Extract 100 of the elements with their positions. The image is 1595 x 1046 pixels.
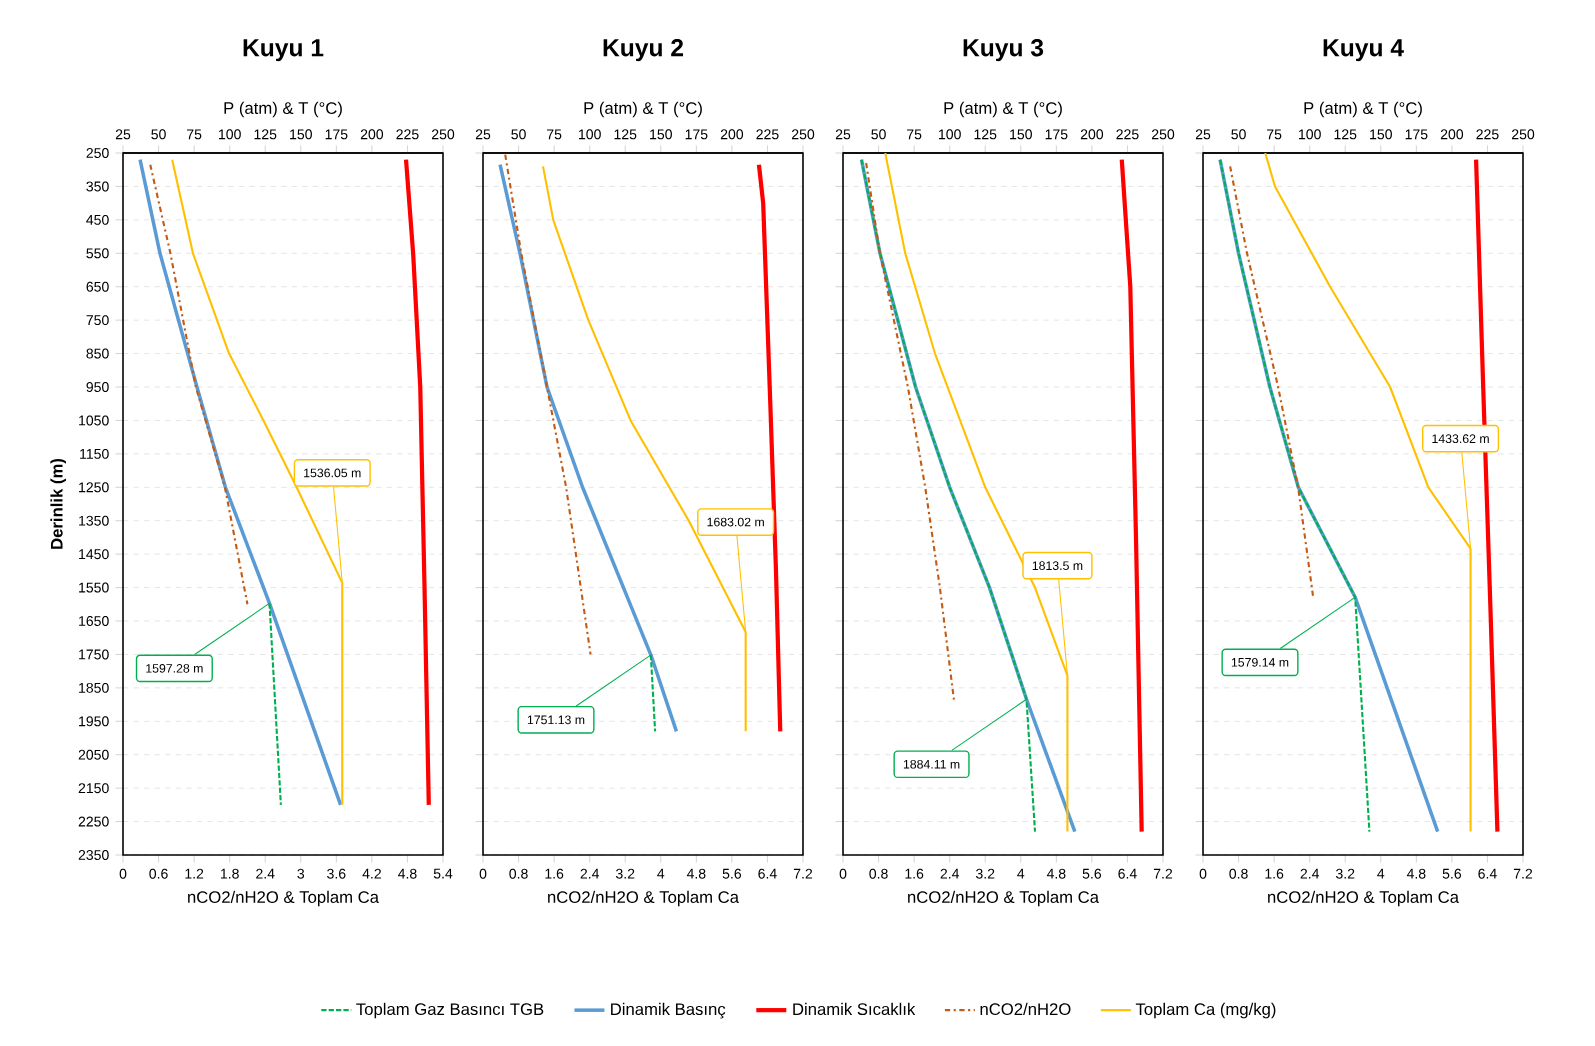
y-tick-label: 250 <box>86 148 109 158</box>
x-tick-label: 7.2 <box>1513 868 1533 879</box>
x2-tick-label: 200 <box>360 129 384 140</box>
x-tick-label: 0.8 <box>1229 868 1248 879</box>
x2-tick-label: 200 <box>1080 129 1104 140</box>
x-tick-label: 4.8 <box>398 868 417 879</box>
y-tick-label: 1250 <box>79 482 109 493</box>
y-tick-label: 1350 <box>79 515 109 526</box>
x2-tick-label: 175 <box>1405 129 1428 140</box>
x2-tick-label: 175 <box>1045 129 1068 140</box>
y-tick-label: 2150 <box>78 783 109 794</box>
x-tick-label: 2.4 <box>940 868 960 879</box>
x-axis-title: nCO2/nH2O & Toplam Ca <box>188 890 380 907</box>
x2-tick-label: 100 <box>939 129 961 140</box>
x-tick-label: 4.8 <box>1406 868 1426 879</box>
x2-tick-label: 50 <box>871 129 886 140</box>
y-tick-label: 1850 <box>79 682 109 693</box>
x2-tick-label: 75 <box>187 129 202 140</box>
legend-label: Dinamik Basınç <box>611 1002 726 1019</box>
x2-tick-label: 175 <box>685 129 708 140</box>
x2-tick-label: 150 <box>1010 129 1032 140</box>
x2-tick-label: 225 <box>1116 129 1139 140</box>
y-tick-label: 850 <box>86 348 109 359</box>
x-axis-title: nCO2/nH2O & Toplam Ca <box>548 890 740 907</box>
y-tick-label: 750 <box>86 315 109 326</box>
x2-tick-label: 225 <box>396 129 419 140</box>
x-tick-label: 4 <box>1017 868 1025 879</box>
x-tick-label: 1.6 <box>905 868 924 879</box>
x-tick-label: 1.6 <box>1265 868 1284 879</box>
x-tick-label: 6.4 <box>1118 868 1137 879</box>
y-tick-label: 550 <box>86 248 109 259</box>
x-tick-label: 5.4 <box>433 868 453 879</box>
x2-tick-label: 100 <box>219 129 241 140</box>
annotation: 1536.05 m <box>304 468 361 478</box>
x2-tick-label: 150 <box>290 129 312 140</box>
x2-tick-label: 250 <box>792 129 815 140</box>
legend-label: Toplam Gaz Basıncı TGB <box>356 1002 544 1019</box>
x2-tick-label: 50 <box>1231 129 1246 140</box>
annotation: 1433.62 m <box>1432 434 1489 444</box>
x2-tick-label: 200 <box>720 129 744 140</box>
x-tick-label: 7.2 <box>793 868 813 879</box>
x2-tick-label: 25 <box>475 129 491 140</box>
x2-tick-label: 125 <box>1334 129 1357 140</box>
legend-label: nCO2/nH2O <box>980 1002 1071 1016</box>
annotation: 1597.28 m <box>146 664 203 673</box>
x2-tick-label: 225 <box>1476 129 1499 140</box>
x-tick-label: 3.6 <box>327 868 346 879</box>
y-tick-label: 2350 <box>78 850 109 860</box>
y-tick-label: 350 <box>86 181 109 192</box>
annotation: 1884.11 m <box>903 759 960 769</box>
x-tick-label: 0.6 <box>149 868 168 879</box>
annotation: 1751.13 m <box>527 715 585 725</box>
x2-tick-label: 125 <box>974 129 997 140</box>
annotation: 1813.5 m <box>1032 561 1083 570</box>
x-tick-label: 4 <box>1377 868 1385 879</box>
x-tick-label: 0 <box>1199 868 1207 879</box>
y-tick-label: 1450 <box>79 549 109 560</box>
x-axis-title: nCO2/nH2O & Toplam Ca <box>908 890 1100 907</box>
x2-tick-label: 75 <box>907 129 922 140</box>
annotation: 1683.02 m <box>707 517 764 527</box>
x-tick-label: 5.6 <box>1442 868 1462 879</box>
x2-axis-title: P (atm) & T (°C) <box>1304 101 1422 118</box>
x2-tick-label: 125 <box>614 129 637 140</box>
chart-title: Kuyu 2 <box>603 38 684 62</box>
x-tick-label: 4.2 <box>362 868 381 879</box>
x2-tick-label: 75 <box>547 129 562 140</box>
x-tick-label: 4.8 <box>1046 868 1066 879</box>
x-tick-label: 4 <box>657 868 665 879</box>
x-tick-label: 0.8 <box>869 868 888 879</box>
y-tick-label: 1550 <box>79 582 109 593</box>
x2-tick-label: 250 <box>1152 129 1175 140</box>
x2-tick-label: 50 <box>151 129 166 140</box>
x2-tick-label: 150 <box>650 129 672 140</box>
legend-label: Dinamik Sıcaklık <box>793 1002 916 1016</box>
x-tick-label: 5.6 <box>1082 868 1102 879</box>
x2-tick-label: 25 <box>835 129 851 140</box>
chart-title: Kuyu 3 <box>963 38 1044 62</box>
x-tick-label: 3.2 <box>975 868 995 879</box>
x2-tick-label: 175 <box>325 129 348 140</box>
x2-tick-label: 50 <box>511 129 526 140</box>
x-tick-label: 3.2 <box>615 868 635 879</box>
x-tick-label: 3 <box>297 868 305 879</box>
y-tick-label: 2250 <box>78 816 109 827</box>
y-tick-label: 950 <box>86 382 109 392</box>
chart-title: Kuyu 4 <box>1323 39 1404 62</box>
y-tick-label: 1950 <box>79 716 109 727</box>
x-tick-label: 0 <box>119 868 127 879</box>
x-tick-label: 2.4 <box>1300 868 1320 879</box>
y-tick-label: 1750 <box>79 649 109 660</box>
x2-tick-label: 75 <box>1267 129 1282 140</box>
x-tick-label: 4.8 <box>686 868 706 879</box>
x2-axis-title: P (atm) & T (°C) <box>584 101 702 118</box>
x2-tick-label: 25 <box>115 129 131 140</box>
x-tick-label: 5.6 <box>722 868 742 879</box>
x2-tick-label: 250 <box>432 129 455 140</box>
x-tick-label: 3.2 <box>1335 868 1355 879</box>
y-tick-label: 1050 <box>79 415 109 426</box>
x2-tick-label: 225 <box>756 129 779 140</box>
x-tick-label: 0.8 <box>509 868 528 879</box>
x2-tick-label: 25 <box>1195 129 1211 140</box>
